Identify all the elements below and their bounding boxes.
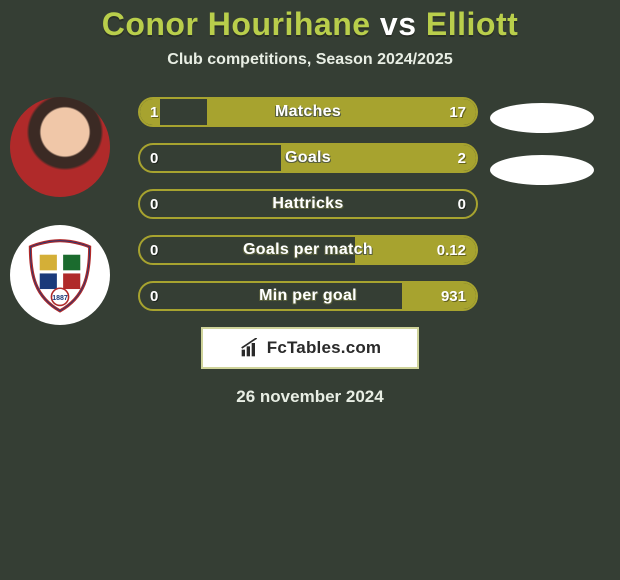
- club-crest-icon: 1887: [21, 236, 99, 314]
- title-vs: vs: [380, 6, 417, 42]
- stat-row: 0 Goals 2: [138, 143, 478, 173]
- club-badge: 1887: [10, 225, 110, 325]
- opponent-club-placeholder: [490, 155, 594, 185]
- stat-label: Hattricks: [138, 189, 478, 219]
- stat-row: 1 Matches 17: [138, 97, 478, 127]
- stat-label: Goals: [138, 143, 478, 173]
- opponent-avatar-placeholder: [490, 103, 594, 133]
- brand-box[interactable]: FcTables.com: [201, 327, 419, 369]
- subtitle: Club competitions, Season 2024/2025: [0, 51, 620, 69]
- comparison-panel: 1887 1 Matches 17 0 Goals 2 0 Hattricks …: [0, 97, 620, 407]
- page-title: Conor Hourihane vs Elliott: [0, 0, 620, 43]
- crest-year: 1887: [52, 295, 68, 302]
- right-avatars: [490, 103, 602, 207]
- title-player1: Conor Hourihane: [102, 6, 371, 42]
- stat-value-right: 2: [458, 143, 466, 173]
- brand-text: FcTables.com: [267, 338, 382, 358]
- stat-value-right: 0: [458, 189, 466, 219]
- stat-value-right: 17: [449, 97, 466, 127]
- title-player2: Elliott: [426, 6, 518, 42]
- stat-row: 0 Goals per match 0.12: [138, 235, 478, 265]
- player-avatar: [10, 97, 110, 197]
- chart-icon: [239, 338, 261, 358]
- stat-label: Matches: [138, 97, 478, 127]
- stat-label: Goals per match: [138, 235, 478, 265]
- stat-value-right: 0.12: [437, 235, 466, 265]
- stat-row: 0 Hattricks 0: [138, 189, 478, 219]
- stat-bars: 1 Matches 17 0 Goals 2 0 Hattricks 0 0 G…: [138, 97, 478, 311]
- generated-date: 26 november 2024: [0, 387, 620, 407]
- stat-label: Min per goal: [138, 281, 478, 311]
- left-avatars: 1887: [10, 97, 110, 325]
- stat-value-right: 931: [441, 281, 466, 311]
- stat-row: 0 Min per goal 931: [138, 281, 478, 311]
